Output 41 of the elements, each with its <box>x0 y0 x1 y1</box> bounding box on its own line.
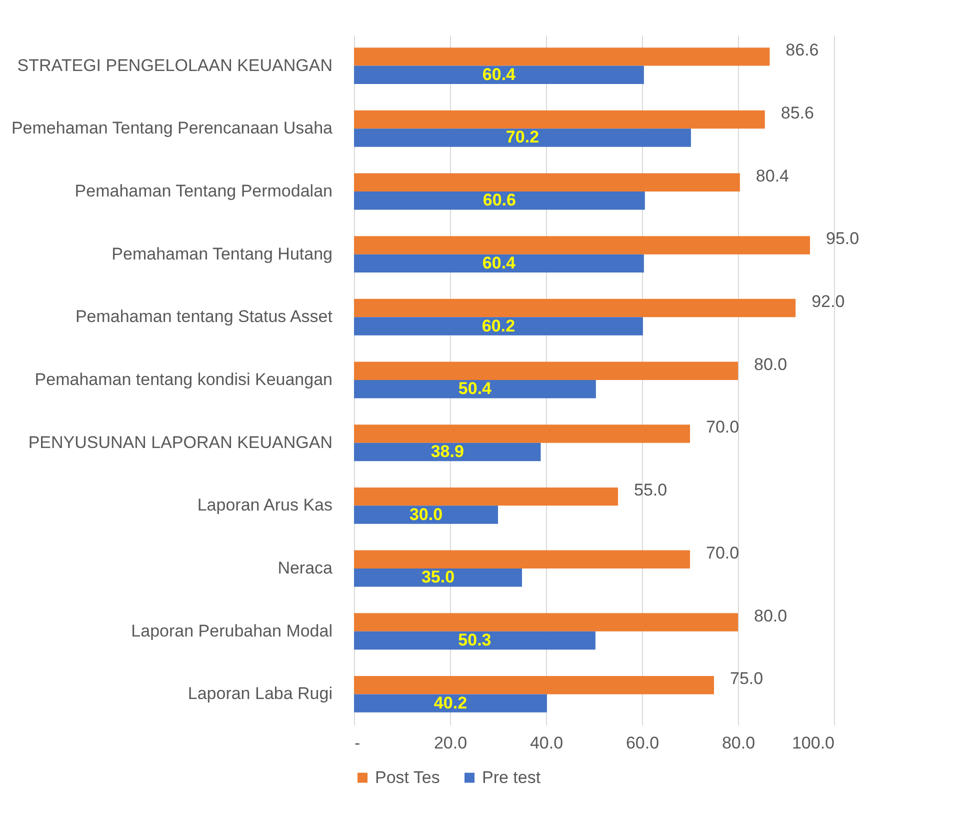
y-tick-label: Pemahaman tentang kondisi Keuangan <box>34 370 332 389</box>
data-label: 86.6 <box>786 40 819 60</box>
y-tick-label: STRATEGI PENGELOLAAN KEUANGAN <box>17 56 332 75</box>
x-tick-label: 40.0 <box>530 734 564 752</box>
y-tick-label: Neraca <box>278 558 334 578</box>
data-label: 80.0 <box>754 354 788 374</box>
data-label: 60.6 <box>482 190 516 210</box>
y-tick-label: PENYUSUNAN LAPORAN KEUANGAN <box>28 432 332 452</box>
data-label: 50.4 <box>458 379 492 398</box>
data-label: 60.4 <box>482 64 516 84</box>
y-tick-label: Pemahaman Tentang Permodalan <box>74 181 332 200</box>
data-label: 70.0 <box>706 543 740 562</box>
x-tick-label: - <box>354 734 360 752</box>
data-label: 80.4 <box>756 166 790 186</box>
y-tick-label: Laporan Perubahan Modal <box>131 621 332 640</box>
y-tick-label: Pemehaman Tentang Perencanaan Usaha <box>11 118 334 138</box>
data-label: 92.0 <box>812 292 845 312</box>
data-label: 60.4 <box>482 253 516 272</box>
x-tick-label: 20.0 <box>434 734 468 752</box>
data-label: 85.6 <box>780 104 814 123</box>
legend-label: Pre test <box>482 768 541 787</box>
data-label: 80.0 <box>754 606 788 626</box>
y-tick-label: Laporan Laba Rugi <box>188 684 332 704</box>
data-label: 95.0 <box>826 229 860 248</box>
data-label: 40.2 <box>434 693 468 712</box>
data-label: 70.0 <box>706 418 740 437</box>
data-label: 60.2 <box>482 316 516 336</box>
legend-label: Post Tes <box>375 768 440 787</box>
x-tick-label: 100.0 <box>792 734 834 752</box>
x-tick-label: 60.0 <box>626 734 660 752</box>
x-tick-label: 80.0 <box>722 734 756 752</box>
data-label: 50.3 <box>458 630 492 650</box>
y-tick-label: Laporan Arus Kas <box>197 496 332 515</box>
y-tick-label: Pemahaman tentang Status Asset <box>75 307 333 326</box>
data-label: 75.0 <box>730 669 764 688</box>
data-label: 38.9 <box>430 442 464 461</box>
data-label: 30.0 <box>409 504 443 524</box>
y-tick-label: Pemahaman Tentang Hutang <box>112 244 332 264</box>
data-label: 55.0 <box>634 480 668 500</box>
data-label: 70.2 <box>506 128 540 147</box>
data-label: 35.0 <box>421 568 455 587</box>
